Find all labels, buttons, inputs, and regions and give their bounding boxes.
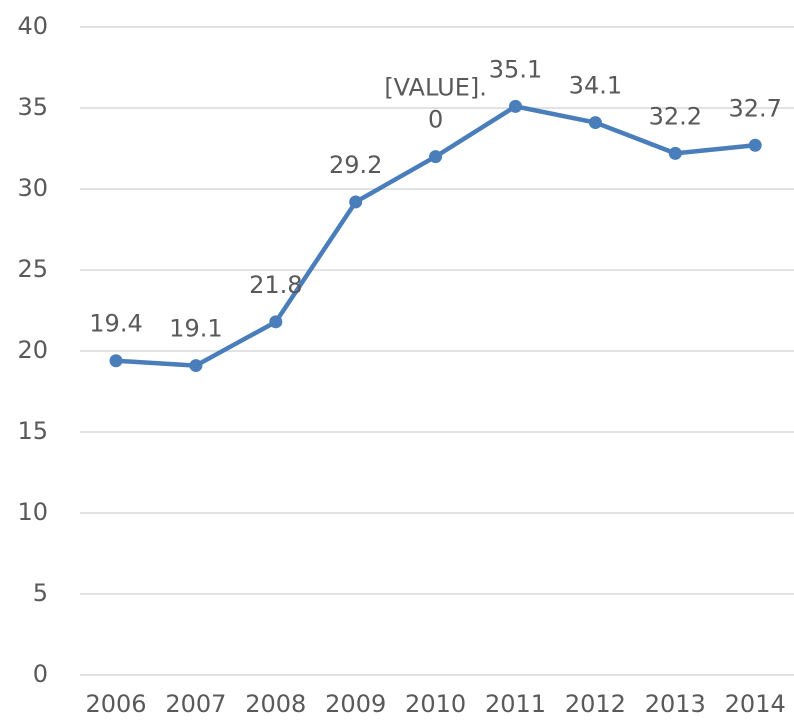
y-tick-label: 35 — [17, 93, 48, 121]
y-tick-label: 30 — [17, 174, 48, 202]
x-tick-label: 2006 — [85, 690, 146, 718]
marker — [509, 99, 522, 113]
x-tick-label: 2014 — [725, 690, 786, 718]
y-tick-label: 10 — [17, 498, 48, 526]
marker — [269, 315, 283, 329]
y-tick-label: 25 — [17, 255, 48, 283]
y-tick-label: 5 — [33, 579, 48, 607]
y-tick-label: 20 — [17, 336, 48, 364]
marker — [189, 359, 203, 373]
data-label: 19.1 — [169, 315, 222, 343]
data-label: 32.7 — [728, 94, 781, 122]
marker — [588, 116, 602, 130]
marker — [349, 195, 363, 209]
data-label: 19.4 — [89, 310, 142, 338]
data-label: 34.1 — [569, 72, 622, 100]
y-tick-label: 40 — [17, 12, 48, 40]
y-tick-label: 0 — [33, 660, 48, 688]
marker — [668, 146, 682, 160]
x-tick-label: 2009 — [325, 690, 386, 718]
marker — [109, 354, 123, 368]
data-label: 32.2 — [649, 102, 702, 130]
x-tick-label: 2007 — [165, 690, 226, 718]
x-tick-label: 2008 — [245, 690, 306, 718]
data-label: 35.1 — [489, 55, 542, 83]
y-tick-label: 15 — [17, 417, 48, 445]
marker — [748, 138, 762, 152]
x-tick-label: 2010 — [405, 690, 466, 718]
data-label: 21.8 — [249, 271, 302, 299]
data-label: [VALUE]. 0 — [384, 74, 487, 134]
x-tick-label: 2011 — [485, 690, 546, 718]
x-tick-label: 2012 — [565, 690, 626, 718]
x-tick-label: 2013 — [645, 690, 706, 718]
data-label: 29.2 — [329, 151, 382, 179]
marker — [429, 150, 443, 164]
